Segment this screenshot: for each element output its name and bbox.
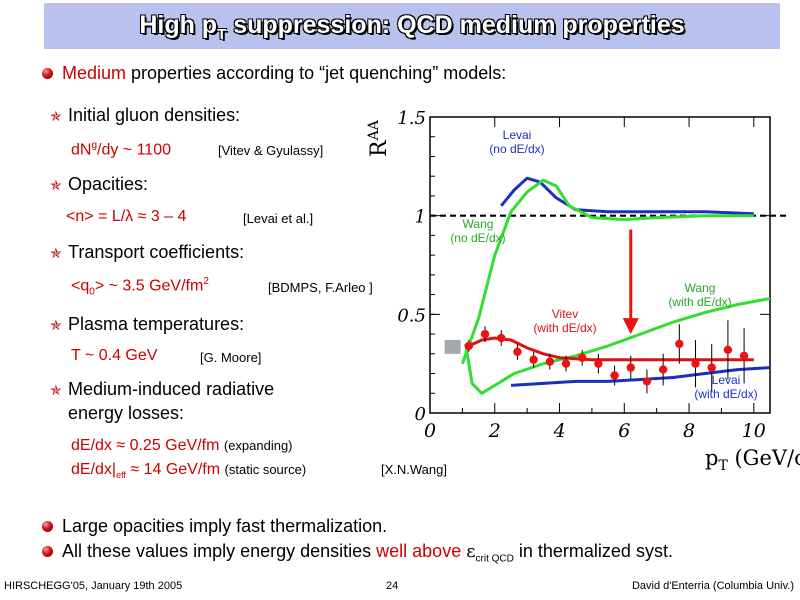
annotation-levai-with-eloss: (with dE/dx) (694, 387, 757, 401)
item-heading: Plasma temperatures: (68, 314, 245, 334)
item-reference: [Levai et al.] (243, 211, 314, 226)
x-axis-label: pT (GeV/c) (705, 446, 800, 474)
footer-conference: HIRSCHEGG'05, January 19th 2005 (4, 580, 183, 592)
series-line (468, 336, 754, 362)
item-heading: Initial gluon densities: (68, 105, 241, 125)
item-reference: [BDMPS, F.Arleo ] (268, 280, 373, 295)
x-tick-label: 0 (424, 420, 436, 442)
annotation-wang-with-eloss: (with dE/dx) (668, 295, 731, 309)
x-tick-label: 8 (683, 420, 695, 442)
data-point (497, 333, 506, 343)
data-point (691, 359, 700, 368)
data-point (626, 363, 635, 372)
series-line (500, 176, 754, 216)
annotation-wang-no-eloss: (no dE/dx) (450, 231, 505, 245)
footer-author: David d'Enterria (Columbia Univ.) (631, 580, 794, 592)
data-point (577, 353, 587, 362)
y-tick-label: 1 (415, 207, 426, 228)
annotation-levai-no-eloss: Levai (503, 128, 532, 142)
footer-page-number: 24 (386, 580, 399, 592)
bullet-ball-icon (42, 521, 53, 532)
series-line (464, 297, 771, 395)
bullet-ball-icon (42, 546, 53, 557)
item-value: dNg/dy ~ 1100 (71, 140, 171, 159)
data-point (545, 357, 555, 366)
data-point (675, 339, 684, 349)
data-point (480, 329, 490, 339)
x-tick-label: 4 (552, 420, 565, 442)
data-point (739, 351, 749, 360)
star-icon: ✯ (50, 317, 62, 333)
item-reference: [X.N.Wang] (381, 462, 447, 477)
bullet-energy-density: All these values imply energy densities … (62, 541, 673, 565)
series-line (510, 366, 771, 387)
y-tick-label: 0 (415, 404, 426, 425)
data-point (561, 359, 571, 368)
star-icon: ✯ (50, 245, 62, 261)
annotation-wang-with-eloss: Wang (685, 281, 716, 295)
item-value: <n> = L/λ ≈ 3 – 4 (66, 208, 187, 225)
annotation-wang-no-eloss: Wang (463, 217, 494, 231)
star-icon: ✯ (50, 382, 62, 398)
bullet-thermalization: Large opacities imply fast thermalizatio… (62, 516, 388, 536)
slide-title: High pT suppression: QCD medium properti… (139, 11, 685, 43)
data-point (610, 371, 619, 380)
annotation-levai-with-eloss: Levai (712, 373, 741, 387)
item-value: T ~ 0.4 GeV (71, 347, 158, 364)
series-line (460, 178, 754, 365)
x-tick-label: 6 (618, 420, 630, 442)
item-heading: Medium-induced radiative (68, 379, 275, 399)
item-heading-cont: energy losses: (68, 403, 185, 423)
plot-frame (429, 116, 771, 414)
x-tick-label: 10 (742, 420, 766, 442)
annotation-vitev: Vitev (552, 307, 578, 321)
item-heading: Opacities: (68, 174, 149, 194)
energy-loss-expanding: dE/dx ≈ 0.25 GeV/fm (expanding) (71, 437, 293, 454)
y-axis-label: RAA (366, 119, 392, 157)
data-point (594, 359, 603, 368)
suppression-arrow-head (622, 318, 639, 335)
annotation-vitev: (with dE/dx) (533, 321, 596, 335)
data-point (723, 345, 733, 355)
data-point (464, 341, 474, 351)
item-reference: [G. Moore] (200, 350, 262, 365)
y-tick-label: 1.5 (397, 108, 426, 129)
y-tick-label: 0.5 (397, 305, 426, 326)
data-point (707, 363, 716, 372)
data-point (529, 355, 538, 364)
annotation-levai-no-eloss: (no dE/dx) (489, 142, 544, 156)
item-reference: [Vitev & Gyulassy] (218, 143, 324, 158)
item-heading: Transport coefficients: (68, 242, 245, 262)
star-icon: ✯ (50, 108, 62, 124)
star-icon: ✯ (50, 177, 62, 193)
data-point (658, 365, 668, 374)
energy-loss-static: dE/dx|eff ≈ 14 GeV/fm (static source) (71, 461, 307, 481)
data-point (642, 377, 652, 386)
item-value: <q0> ~ 3.5 GeV/fm2 (71, 276, 209, 298)
bullet-ball-icon (42, 68, 53, 79)
data-point (513, 347, 522, 357)
intro-text: Medium properties according to “jet quen… (62, 63, 507, 83)
x-tick-label: 2 (488, 420, 501, 442)
title-bar: High pT suppression: QCD medium properti… (44, 3, 780, 49)
pp-normalization-box (444, 339, 461, 354)
